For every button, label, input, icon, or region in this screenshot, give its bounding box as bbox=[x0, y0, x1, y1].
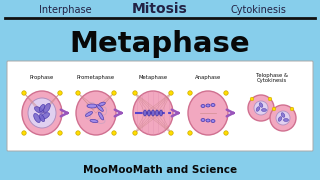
Text: MooMooMath and Science: MooMooMath and Science bbox=[83, 165, 237, 175]
Circle shape bbox=[58, 91, 62, 95]
Ellipse shape bbox=[211, 103, 215, 107]
Ellipse shape bbox=[276, 111, 290, 125]
Circle shape bbox=[290, 107, 294, 111]
Text: Interphase: Interphase bbox=[39, 5, 91, 15]
Ellipse shape bbox=[143, 110, 147, 116]
Circle shape bbox=[169, 131, 173, 135]
Circle shape bbox=[112, 91, 116, 95]
Circle shape bbox=[133, 91, 137, 95]
Text: Mitosis: Mitosis bbox=[132, 2, 188, 16]
Text: Metaphase: Metaphase bbox=[70, 30, 250, 58]
Circle shape bbox=[133, 131, 137, 135]
Ellipse shape bbox=[87, 104, 97, 108]
Ellipse shape bbox=[99, 102, 105, 106]
Circle shape bbox=[22, 91, 26, 95]
Ellipse shape bbox=[201, 118, 205, 122]
Ellipse shape bbox=[35, 107, 44, 113]
Text: Cytokinesis: Cytokinesis bbox=[230, 5, 286, 15]
Circle shape bbox=[224, 91, 228, 95]
Ellipse shape bbox=[99, 112, 104, 120]
Ellipse shape bbox=[97, 105, 103, 111]
Ellipse shape bbox=[44, 103, 50, 112]
Ellipse shape bbox=[148, 110, 150, 116]
Circle shape bbox=[169, 91, 173, 95]
Ellipse shape bbox=[39, 104, 45, 112]
Ellipse shape bbox=[278, 117, 282, 121]
Ellipse shape bbox=[206, 119, 210, 122]
Ellipse shape bbox=[270, 105, 296, 131]
Circle shape bbox=[22, 131, 26, 135]
Ellipse shape bbox=[259, 103, 263, 107]
Circle shape bbox=[272, 107, 276, 111]
Ellipse shape bbox=[256, 107, 260, 111]
Circle shape bbox=[224, 131, 228, 135]
Ellipse shape bbox=[248, 95, 274, 121]
Ellipse shape bbox=[284, 118, 289, 122]
Circle shape bbox=[76, 91, 80, 95]
Circle shape bbox=[58, 131, 62, 135]
Ellipse shape bbox=[76, 91, 116, 135]
Ellipse shape bbox=[22, 91, 62, 135]
Ellipse shape bbox=[188, 91, 228, 135]
FancyBboxPatch shape bbox=[7, 61, 313, 151]
Text: Anaphase: Anaphase bbox=[195, 75, 221, 80]
Ellipse shape bbox=[201, 105, 205, 107]
Ellipse shape bbox=[211, 120, 215, 123]
Text: Metaphase: Metaphase bbox=[139, 75, 168, 80]
Circle shape bbox=[268, 97, 272, 101]
Circle shape bbox=[76, 131, 80, 135]
Ellipse shape bbox=[281, 113, 285, 117]
Ellipse shape bbox=[34, 114, 40, 123]
Circle shape bbox=[250, 97, 254, 101]
Text: Prophase: Prophase bbox=[30, 75, 54, 80]
Circle shape bbox=[188, 91, 192, 95]
Circle shape bbox=[188, 131, 192, 135]
Text: Prometaphase: Prometaphase bbox=[77, 75, 115, 80]
Ellipse shape bbox=[90, 119, 98, 123]
Ellipse shape bbox=[261, 109, 267, 111]
Ellipse shape bbox=[85, 112, 92, 116]
Ellipse shape bbox=[133, 91, 173, 135]
Ellipse shape bbox=[41, 113, 50, 119]
Ellipse shape bbox=[156, 110, 158, 116]
Ellipse shape bbox=[28, 98, 56, 128]
Circle shape bbox=[112, 131, 116, 135]
Ellipse shape bbox=[39, 114, 45, 122]
Ellipse shape bbox=[151, 110, 155, 116]
Ellipse shape bbox=[159, 110, 163, 116]
Ellipse shape bbox=[206, 104, 210, 107]
Text: Telophase &
Cytokinesis: Telophase & Cytokinesis bbox=[256, 73, 288, 83]
Ellipse shape bbox=[254, 101, 268, 115]
